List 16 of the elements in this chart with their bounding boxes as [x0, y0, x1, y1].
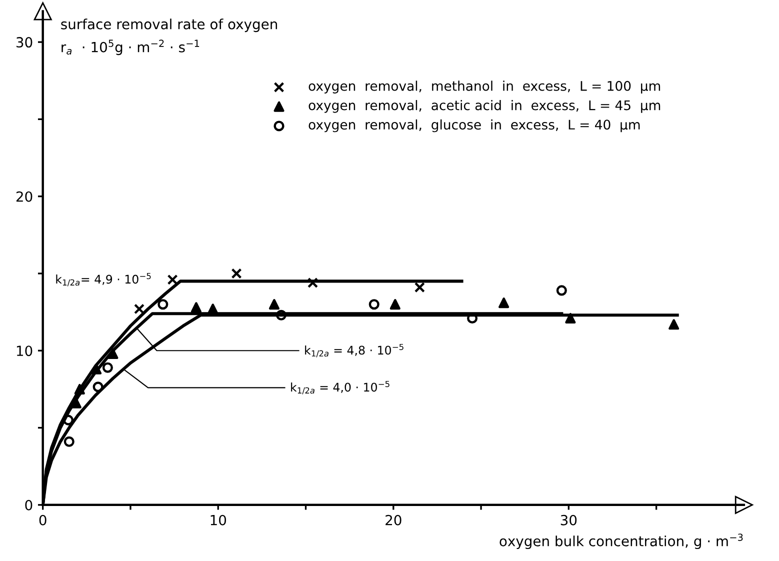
legend-label: oxygen removal, methanol in excess, L = 100 μm — [308, 80, 660, 94]
y-tick-label: 0 — [25, 500, 32, 510]
annotation: k$_{1/2a}$ = 4,8 · 10$^{−5}$ — [305, 344, 404, 358]
x-axis-title: oxygen bulk concentration, g · m$^{−3}$ — [500, 534, 743, 550]
annotation: k$_{1/2a}$ = 4,0 · 10$^{−5}$ — [291, 380, 390, 394]
y-tick-label: 30 — [16, 37, 32, 48]
y-tick-label: 10 — [16, 346, 32, 356]
text: surface removal rate of oxygen r$_{a}$ · 10$^{5}$g · m$^{−2}$ · s$^{−1}$ — [61, 18, 278, 56]
x-tick-label: 0 — [39, 514, 46, 526]
x-tick-label: 10 — [210, 514, 226, 526]
x-tick-label: 20 — [386, 514, 402, 526]
annotation: k$_{1/2a}$= 4,9 · 10$^{−5}$ — [56, 272, 151, 286]
x-tick-label: 30 — [560, 514, 577, 526]
legend-label: oxygen removal, acetic acid in excess, L = 45 μm — [308, 100, 660, 113]
legend-label: oxygen removal, glucose in excess, L = 40 μm — [308, 119, 640, 132]
y-tick-label: 20 — [16, 191, 32, 202]
